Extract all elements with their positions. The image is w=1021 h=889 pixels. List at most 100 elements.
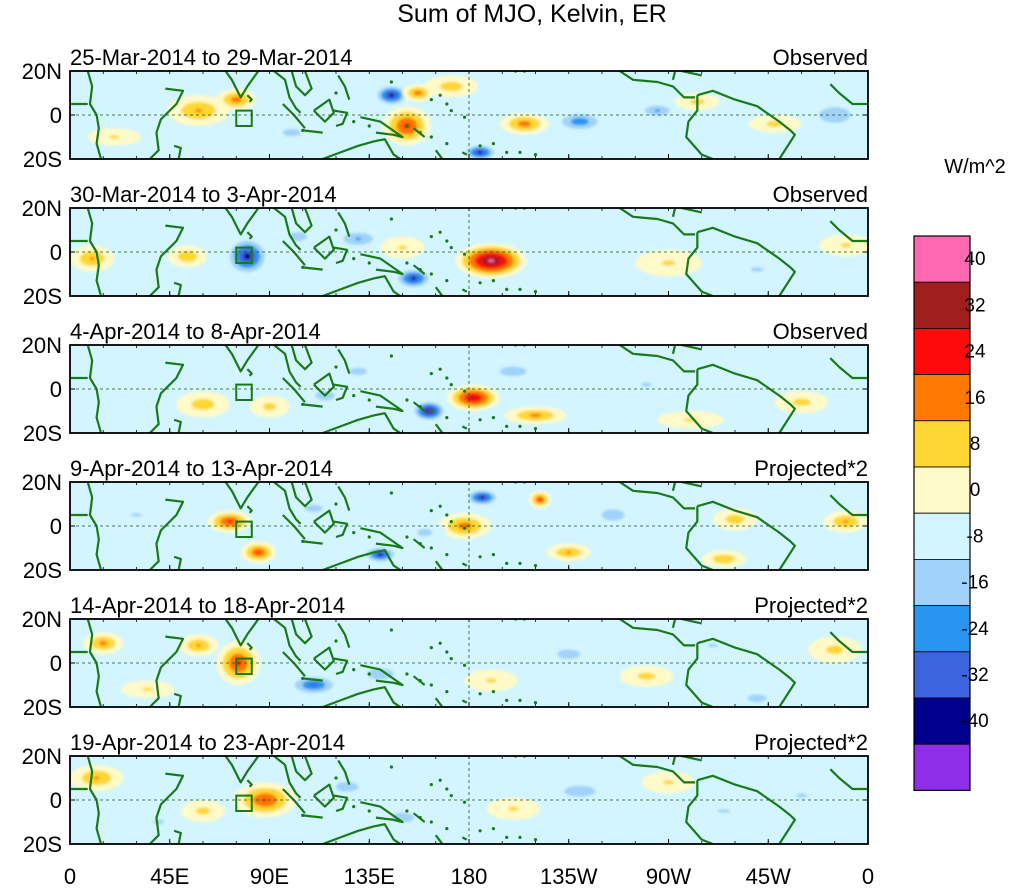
y-tick-label: 20S — [23, 147, 62, 172]
coastline — [333, 109, 349, 128]
coastline — [337, 759, 351, 785]
island — [462, 663, 467, 667]
island — [533, 701, 538, 705]
island — [352, 668, 356, 672]
island — [301, 539, 305, 544]
anomaly-contour — [487, 259, 495, 263]
island — [429, 372, 433, 376]
coastline — [671, 208, 677, 218]
island — [352, 257, 356, 261]
panel: 20N 0 20S 30-Mar-2014 to 3-Apr-2014 Observed — [22, 182, 869, 309]
y-tick-label: 0 — [50, 103, 62, 128]
coastline — [337, 74, 351, 100]
anomaly-contour — [109, 135, 120, 139]
colorbar-tick-label: -24 — [961, 619, 989, 640]
colorbar-tick-label: 8 — [970, 434, 981, 455]
island — [438, 504, 442, 508]
coastline — [246, 368, 253, 377]
coastline — [313, 646, 335, 671]
panel-period: 9-Apr-2014 to 13-Apr-2014 — [70, 456, 333, 481]
colorbar-swatch — [913, 466, 971, 514]
anomaly-contour — [191, 398, 215, 411]
island — [301, 402, 305, 406]
anomaly-contour — [388, 93, 395, 97]
coastline — [337, 485, 351, 511]
island — [518, 835, 522, 840]
panels: 20N 0 20S 25-Mar-2014 to 29-Mar-2014 Observe… — [22, 45, 869, 857]
coastline — [619, 71, 696, 99]
y-tick-label: 0 — [50, 514, 62, 539]
coastline — [313, 783, 335, 808]
reference-box — [235, 657, 253, 675]
island — [334, 91, 338, 95]
panel-label: Observed — [773, 45, 868, 70]
coastline — [313, 509, 335, 534]
coastline — [149, 224, 185, 296]
island — [462, 526, 467, 530]
anomaly-contour — [564, 785, 596, 797]
island — [405, 398, 409, 402]
coastline — [829, 768, 868, 791]
island — [478, 692, 482, 696]
anomaly-contour — [637, 672, 656, 680]
y-tick-label: 20N — [22, 196, 62, 221]
island — [533, 153, 538, 157]
island — [491, 553, 495, 557]
coastline — [619, 619, 696, 647]
island — [445, 279, 449, 283]
coastline — [360, 664, 404, 687]
island — [445, 416, 449, 420]
figure-title: Sum of MJO, Kelvin, ER — [397, 0, 667, 28]
island — [505, 287, 509, 291]
island — [491, 416, 495, 420]
panel-period: 19-Apr-2014 to 23-Apr-2014 — [70, 730, 345, 755]
anomaly-contour — [707, 643, 719, 648]
coastline — [461, 562, 468, 567]
coastline — [273, 345, 302, 388]
anomaly-contour — [557, 649, 581, 659]
x-tick-label: 90W — [646, 864, 691, 889]
island — [301, 676, 305, 681]
island — [389, 491, 394, 495]
anomaly-contour — [243, 253, 251, 260]
panel-label: Observed — [773, 319, 868, 344]
island — [533, 838, 538, 842]
coastline — [671, 345, 677, 355]
anomaly-contour — [226, 520, 233, 524]
island — [429, 783, 433, 787]
island — [518, 287, 522, 291]
coastline — [149, 87, 185, 159]
coastline — [697, 500, 796, 570]
y-tick-label: 0 — [50, 788, 62, 813]
panel: 20N 0 20S 14-Apr-2014 to 18-Apr-2014 Project… — [22, 593, 869, 720]
coastline — [333, 794, 349, 813]
island — [367, 398, 371, 402]
coastline — [619, 756, 696, 784]
coastline — [290, 756, 313, 782]
island — [429, 546, 433, 550]
anomaly-contour — [792, 398, 811, 406]
island — [505, 835, 509, 840]
island — [445, 827, 449, 831]
anomaly-contour — [661, 260, 676, 266]
y-tick-label: 20N — [22, 59, 62, 84]
coastline — [333, 383, 349, 402]
island — [518, 561, 522, 566]
anomaly-contour — [537, 498, 542, 502]
coastline — [207, 71, 262, 99]
coastline — [290, 619, 313, 645]
coastline — [273, 208, 302, 251]
coastline — [697, 89, 796, 159]
coastline — [246, 94, 253, 103]
island — [429, 409, 433, 413]
anomaly-contour — [566, 550, 572, 554]
anomaly-contour — [230, 96, 242, 103]
colorbar-tick-label: 40 — [964, 249, 985, 270]
anomaly-contour — [485, 678, 497, 683]
island — [418, 542, 422, 546]
island — [429, 135, 433, 139]
island — [533, 427, 538, 431]
anomaly-contour — [478, 150, 483, 154]
island — [367, 124, 371, 128]
